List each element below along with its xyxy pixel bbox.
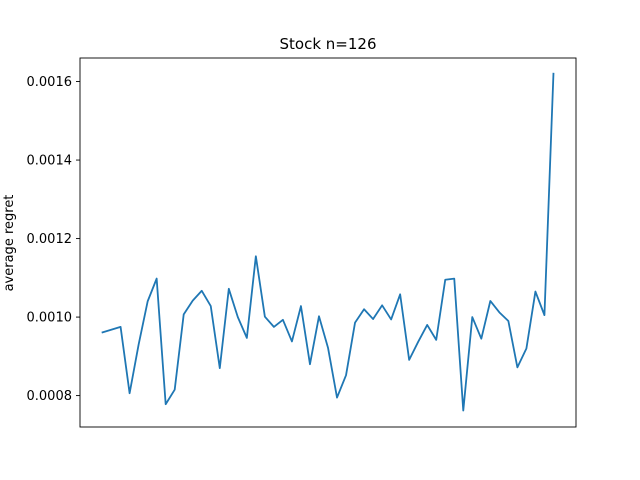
y-tick-label: 0.0008 xyxy=(27,389,73,404)
y-tick-label: 0.0014 xyxy=(27,154,73,169)
chart-title: Stock n=126 xyxy=(280,35,377,53)
y-axis-ticks: 0.0008 0.0010 0.0012 0.0014 0.0016 xyxy=(27,75,80,404)
y-tick-label: 0.0016 xyxy=(27,75,73,90)
series-line xyxy=(101,72,555,412)
y-tick-label: 0.0012 xyxy=(27,232,73,247)
y-tick-label: 0.0010 xyxy=(27,311,73,326)
plot-area-frame xyxy=(79,57,577,428)
data-points xyxy=(102,73,554,411)
y-axis-label: average regret xyxy=(2,195,17,292)
